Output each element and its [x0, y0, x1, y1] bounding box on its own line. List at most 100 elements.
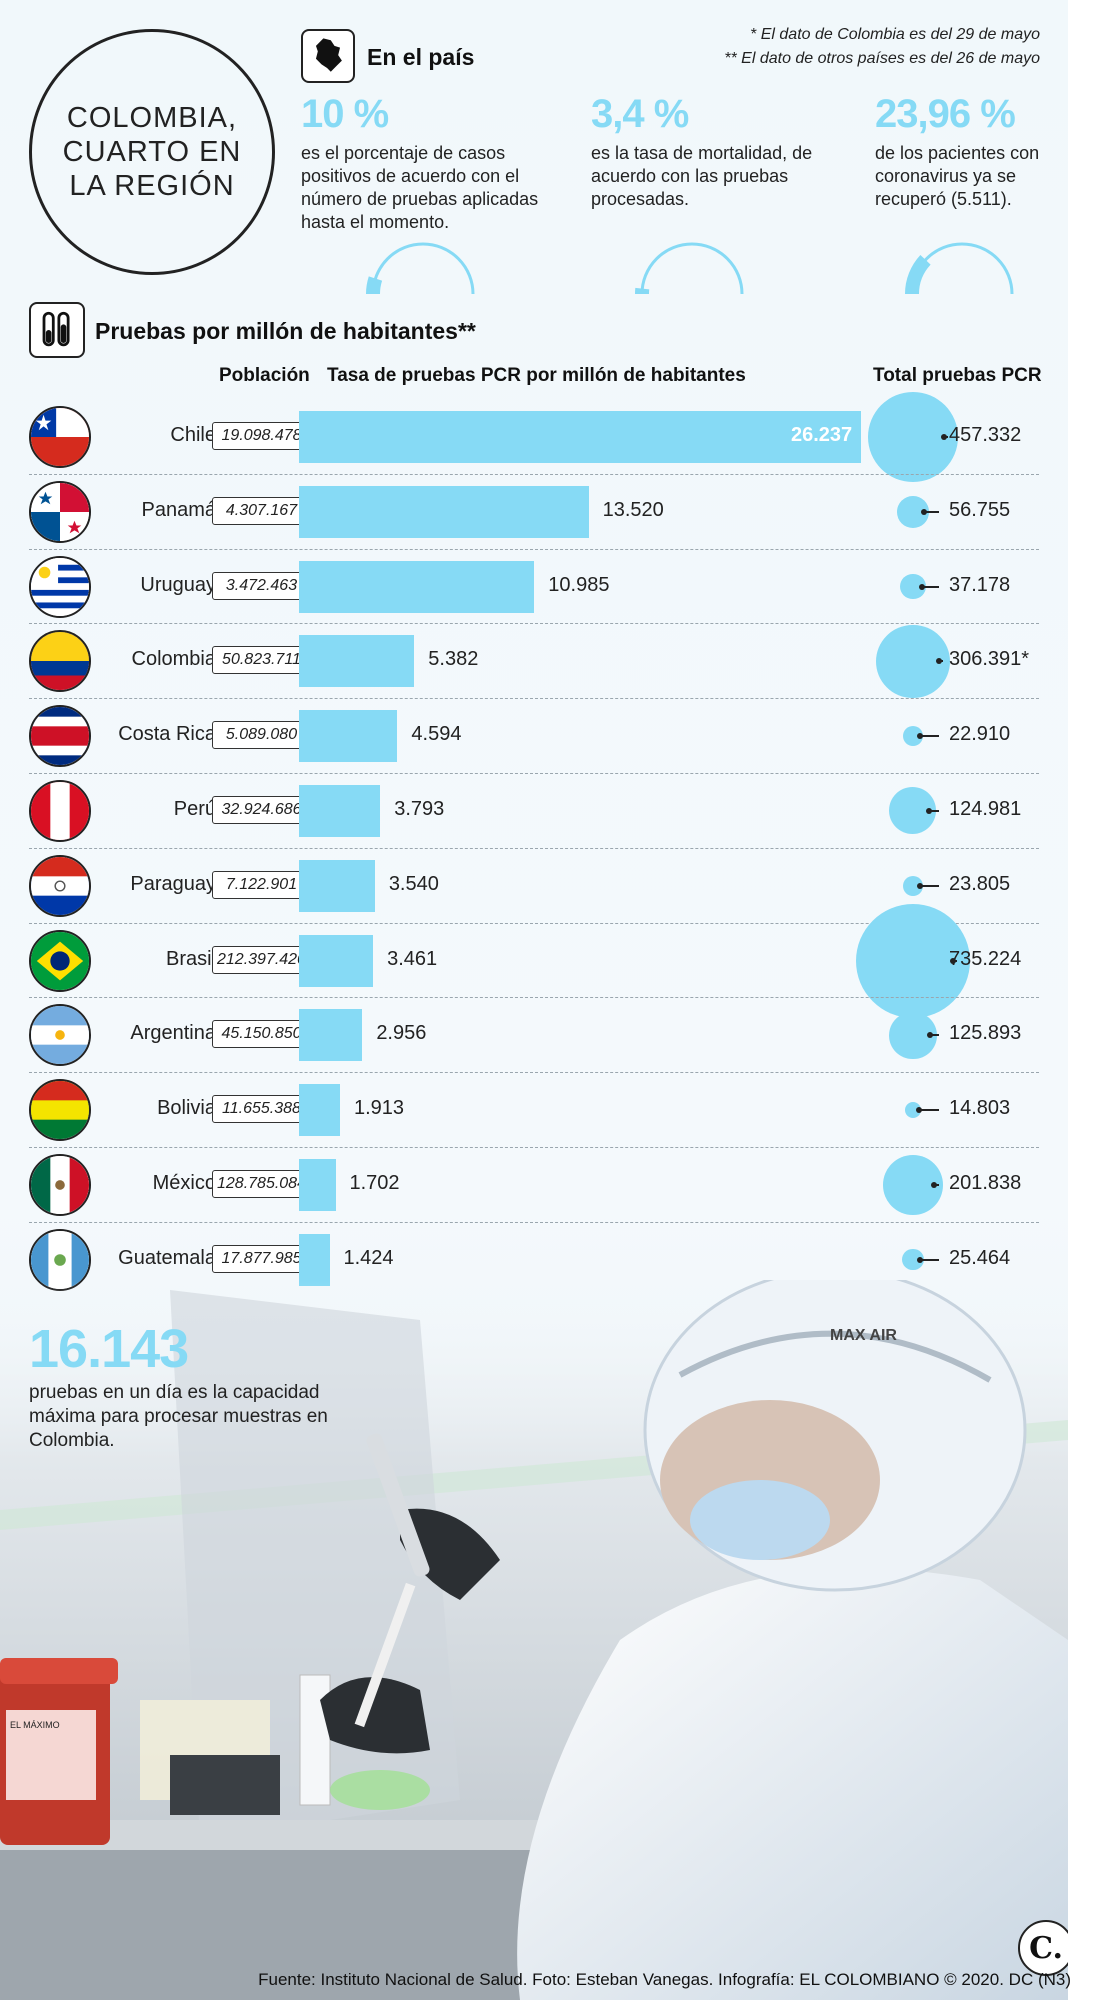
colombia-map-icon [301, 29, 355, 83]
population-value: 17.877.985 [212, 1244, 311, 1273]
lab-technician: MAX AIR [320, 1280, 1068, 2000]
rate-bar [299, 710, 398, 763]
population-value: 4.307.167 [212, 496, 311, 525]
rate-bar [299, 859, 375, 912]
rate-label: 5.382 [428, 648, 479, 671]
sharps-bin: EL MÁXIMO [0, 1658, 118, 1845]
rate-label: 3.793 [394, 798, 445, 820]
source-credit: Fuente: Instituto Nacional de Salud. Fot… [258, 1970, 1071, 1989]
table-row: Perú 32.924.686 3.793 124.981 [29, 774, 1039, 848]
row-divider [29, 922, 1039, 924]
stat-mortality-text: es la tasa de mortalidad, de acuerdo con… [591, 143, 813, 209]
table-row: Argentina 45.150.850 2.956 125.893 [29, 998, 1039, 1072]
flag-argentina-icon [29, 1004, 91, 1067]
gauge-fill [366, 276, 383, 295]
total-label: 56.755 [949, 498, 1011, 521]
row-divider [29, 473, 1039, 475]
column-header-total: Total pruebas PCR [873, 365, 1042, 386]
row-divider [29, 623, 1039, 625]
flag-mexico-icon [29, 1154, 91, 1216]
population-value: 7.122.901 [212, 870, 311, 899]
total-bubble [902, 1249, 924, 1271]
population-value: 19.098.478 [212, 422, 311, 450]
leader-line [944, 436, 949, 438]
total-label: 457.332 [949, 424, 1022, 446]
leader-line [918, 1109, 939, 1112]
leader-line [920, 884, 939, 887]
row-divider [29, 997, 1039, 999]
country-name: Costa Rica [118, 723, 216, 746]
bin-label: EL MÁXIMO [10, 1720, 60, 1730]
capacity-value: 16.143 [29, 1319, 189, 1379]
table-row: Colombia 50.823.711 5.382 306.391* [29, 624, 1039, 699]
title-circle: COLOMBIA, CUARTO EN LA REGIÓN [29, 29, 275, 275]
leader-line [920, 1258, 939, 1261]
country-name: Bolivia [157, 1097, 216, 1120]
rate-bar [299, 934, 374, 987]
stat-recovered-value: 23,96 % [875, 92, 1016, 136]
total-label: 14.803 [949, 1097, 1011, 1120]
rate-label: 3.540 [388, 872, 439, 895]
gauge-mortality [634, 242, 744, 295]
country-name: Colombia [131, 648, 216, 671]
country-name: Chile [170, 424, 216, 446]
rate-label: 4.594 [411, 723, 462, 746]
total-label: 124.981 [949, 798, 1022, 820]
row-divider [29, 773, 1039, 774]
flag-brasil-icon [29, 929, 91, 992]
flag-bolivia-icon [29, 1079, 91, 1142]
capacity-text: pruebas en un día es la capacidad máxima… [29, 1382, 328, 1451]
helmet-brand: MAX AIR [830, 1327, 897, 1344]
flag-paraguay-icon [29, 854, 91, 917]
country-name: Uruguay [140, 573, 216, 596]
rate-bar [299, 1009, 363, 1062]
population-value: 45.150.850 [212, 1020, 311, 1049]
country-name: Argentina [130, 1022, 216, 1045]
total-label: 735.224 [949, 947, 1022, 970]
total-label: 201.838 [949, 1172, 1022, 1194]
gauge-track [371, 242, 475, 295]
total-label: 306.391* [949, 648, 1030, 671]
row-divider [29, 548, 1039, 550]
population-value: 50.823.711 [212, 646, 311, 675]
leader-line [952, 959, 957, 962]
flag-peru-icon [29, 780, 91, 842]
population-value: 5.089.080 [212, 721, 311, 750]
leader-line [933, 1184, 939, 1186]
table-row: Guatemala 17.877.985 1.424 25.464 [29, 1223, 1039, 1297]
total-label: 23.805 [949, 872, 1011, 895]
flag-chile-icon [29, 406, 91, 468]
country-name: Perú [173, 798, 216, 820]
rate-bar [299, 411, 861, 463]
leader-line [938, 660, 943, 663]
rate-bar [299, 485, 589, 538]
gauge-positivity [366, 242, 475, 295]
flag-costa-rica-icon [29, 705, 91, 768]
total-label: 37.178 [949, 573, 1011, 596]
gauge-recovered [905, 242, 1014, 295]
country-name: Guatemala [118, 1246, 216, 1269]
stat-positivity-value: 10 % [301, 92, 389, 136]
total-label: 125.893 [949, 1022, 1022, 1045]
leader-line [921, 585, 939, 588]
population-value: 3.472.463 [212, 571, 311, 600]
leader-line [920, 735, 939, 738]
flag-uruguay-icon [29, 555, 91, 618]
population-value: 128.785.084 [212, 1170, 311, 1198]
row-divider [29, 1072, 1039, 1074]
leader-line [924, 510, 939, 513]
table-row: Costa Rica 5.089.080 4.594 22.910 [29, 699, 1039, 773]
rate-bar [299, 785, 381, 837]
note-other-countries-date: ** El dato de otros países es del 26 de … [724, 50, 1040, 67]
infographic-canvas: COLOMBIA, CUARTO EN LA REGIÓN En el país… [0, 0, 1068, 2000]
rate-label: 26.237 [791, 424, 853, 446]
country-name: Brasil [165, 947, 216, 970]
table-row: Paraguay 7.122.901 3.540 23.805 [29, 849, 1039, 923]
flag-colombia-icon [29, 630, 91, 693]
gauge-fill [905, 255, 931, 295]
population-value: 212.397.420 [212, 945, 311, 974]
total-bubble [902, 726, 924, 747]
rate-label: 13.520 [602, 498, 664, 521]
rate-bar [299, 1159, 336, 1211]
total-bubble [904, 1102, 922, 1119]
